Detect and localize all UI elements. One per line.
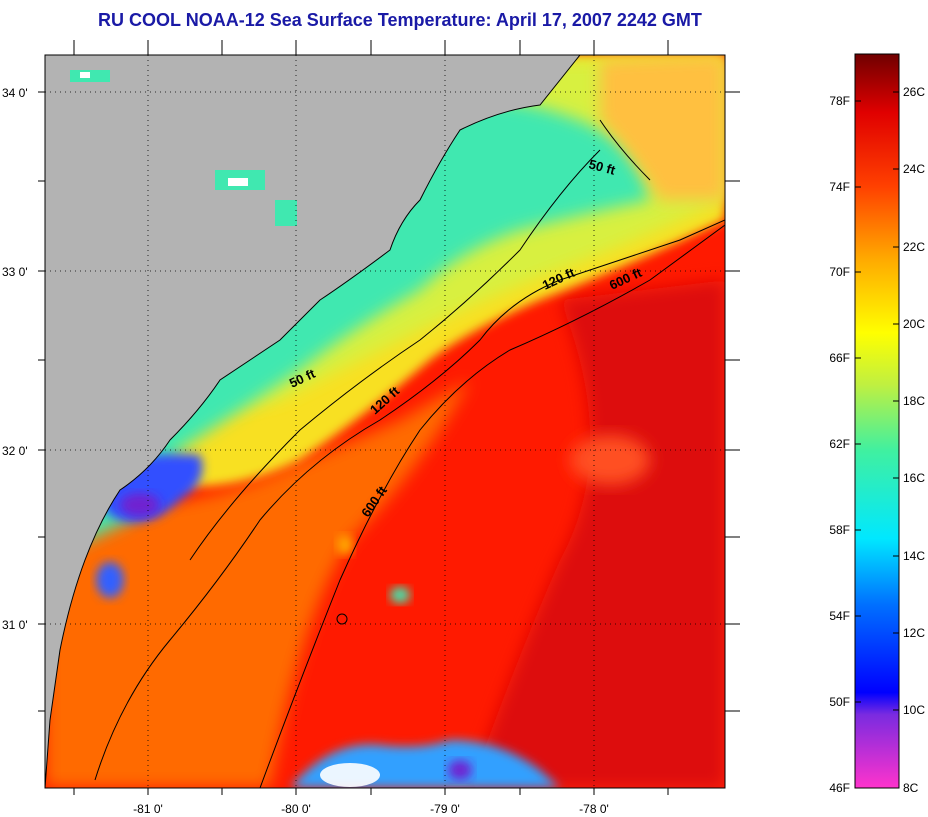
colorbar-label-16c: 16C	[903, 471, 925, 485]
colorbar-label-12c: 12C	[903, 626, 925, 640]
longitude-label-81: -81 0'	[133, 802, 163, 816]
land-mass	[45, 55, 580, 788]
axis-ticks	[38, 40, 740, 795]
latitude-label-33: 33 0'	[2, 265, 28, 279]
colorbar-label-20c: 20C	[903, 317, 925, 331]
colorbar-label-78f: 78F	[829, 94, 850, 108]
colorbar-label-50f: 50F	[829, 695, 850, 709]
colorbar-label-8c: 8C	[903, 781, 919, 795]
graticule	[45, 55, 725, 788]
colorbar-label-70f: 70F	[829, 265, 850, 279]
colorbar-label-14c: 14C	[903, 549, 925, 563]
map-frame	[44, 54, 726, 789]
colorbar-label-10c: 10C	[903, 703, 925, 717]
longitude-label-80: -80 0'	[281, 802, 311, 816]
colorbar-label-62f: 62F	[829, 437, 850, 451]
longitude-label-78: -78 0'	[579, 802, 609, 816]
colorbar-label-58f: 58F	[829, 523, 850, 537]
latitude-label-31: 31 0'	[2, 618, 28, 632]
colorbar-label-22c: 22C	[903, 240, 925, 254]
longitude-label-79: -79 0'	[430, 802, 460, 816]
colorbar-label-66f: 66F	[829, 351, 850, 365]
colorbar-label-54f: 54F	[829, 609, 850, 623]
colorbar-label-24c: 24C	[903, 162, 925, 176]
sst-image	[45, 55, 725, 788]
colorbar	[854, 53, 900, 789]
colorbar-label-26c: 26C	[903, 85, 925, 99]
latitude-label-32: 32 0'	[2, 444, 28, 458]
colorbar-ticks	[855, 91, 899, 711]
colorbar-label-46f: 46F	[829, 781, 850, 795]
map-title: RU COOL NOAA-12 Sea Surface Temperature:…	[98, 10, 702, 30]
contour-label-50ft-north: 50 ft	[587, 156, 617, 178]
colorbar-label-18c: 18C	[903, 394, 925, 408]
colorbar-label-74f: 74F	[829, 180, 850, 194]
latitude-label-34: 34 0'	[2, 86, 28, 100]
